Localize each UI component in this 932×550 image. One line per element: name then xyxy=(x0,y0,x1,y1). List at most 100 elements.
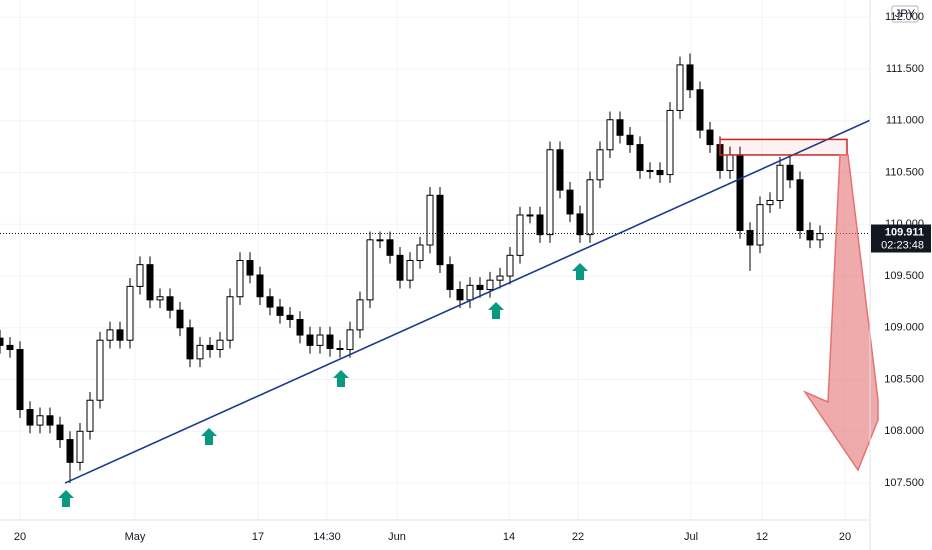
x-tick-label: Jul xyxy=(684,531,698,543)
candle-body xyxy=(226,296,234,341)
candle-body xyxy=(196,344,204,360)
candle-body xyxy=(776,164,784,201)
support-arrows xyxy=(58,263,588,507)
candle-body xyxy=(106,329,114,341)
down-arrow xyxy=(802,154,879,472)
y-tick-label: 109.000 xyxy=(884,322,924,334)
y-tick-label: 111.000 xyxy=(886,115,924,127)
candle-body xyxy=(126,285,134,341)
candle-body xyxy=(6,344,14,351)
candle-body xyxy=(366,239,374,301)
candle-body xyxy=(276,306,284,316)
candle-body xyxy=(346,329,354,351)
candle-body xyxy=(546,149,554,236)
candle-body xyxy=(706,129,714,146)
candle-body xyxy=(446,264,454,290)
candle-body xyxy=(756,204,764,246)
candle-body xyxy=(26,409,34,426)
candle-body xyxy=(316,334,324,346)
plot-area xyxy=(0,53,870,484)
x-tick-label: 14:30 xyxy=(313,531,341,543)
candle-body xyxy=(306,334,314,346)
candle-body xyxy=(256,274,264,298)
y-tick-label: 112.000 xyxy=(885,11,924,23)
up-arrow xyxy=(572,263,588,280)
candle-body xyxy=(236,260,244,298)
candle-body xyxy=(646,169,654,172)
candle-body xyxy=(786,164,794,181)
candle-body xyxy=(166,296,174,311)
currency-label: JPY xyxy=(895,8,916,20)
x-tick-label: 22 xyxy=(572,531,584,543)
x-tick-label: 14 xyxy=(503,531,515,543)
candle-body xyxy=(416,244,424,262)
up-arrow xyxy=(58,490,74,507)
candle-body xyxy=(686,64,694,91)
candle-body xyxy=(606,119,614,151)
candle-body xyxy=(486,279,494,290)
up-arrow xyxy=(201,428,217,445)
candle-body xyxy=(336,347,344,351)
candle-body xyxy=(56,424,64,441)
current-price-box xyxy=(871,224,931,253)
candle-body xyxy=(496,275,504,281)
candle-body xyxy=(576,213,584,236)
x-tick-label: 20 xyxy=(14,531,26,543)
candle-body xyxy=(516,214,524,256)
candle-body xyxy=(426,194,434,246)
candle-body xyxy=(66,439,74,463)
x-tick-label: Jun xyxy=(388,531,406,543)
candle-body xyxy=(616,119,624,136)
candle-body xyxy=(806,230,814,241)
candle-body xyxy=(766,199,774,206)
x-tick-label: 17 xyxy=(252,531,264,543)
candle-body xyxy=(186,327,194,360)
grid xyxy=(0,0,870,520)
candle-body xyxy=(216,339,224,351)
candle-body xyxy=(556,149,564,191)
currency-box xyxy=(891,5,919,23)
candle-body xyxy=(656,169,664,176)
candle-body xyxy=(86,399,94,432)
candle-body xyxy=(16,349,24,411)
y-tick-label: 111.500 xyxy=(886,63,924,75)
y-tick-label: 108.500 xyxy=(884,373,924,385)
candle-body xyxy=(816,233,824,241)
y-tick-label: 109.500 xyxy=(884,270,924,282)
candle-body xyxy=(176,309,184,329)
candle-body xyxy=(666,109,674,176)
candle-body xyxy=(436,194,444,266)
candle-body xyxy=(0,337,4,346)
x-tick-label: 20 xyxy=(839,531,851,543)
trendline xyxy=(64,119,870,484)
candle-body xyxy=(456,288,464,301)
resistance-zone xyxy=(719,138,848,156)
candle-body xyxy=(386,239,394,256)
candle-body xyxy=(76,430,84,463)
candle-body xyxy=(636,144,644,171)
candle-body xyxy=(46,415,54,426)
y-tick-label: 107.500 xyxy=(884,477,924,489)
candle-body xyxy=(536,214,544,236)
candle-body xyxy=(526,214,534,217)
candle-body xyxy=(406,260,414,281)
candle-body xyxy=(156,296,164,301)
candle-body xyxy=(696,89,704,131)
candle-body xyxy=(326,334,334,349)
x-tick-label: May xyxy=(125,531,146,543)
candle-body xyxy=(586,179,594,236)
candle-body xyxy=(376,239,384,242)
up-arrow xyxy=(488,302,504,319)
candle-body xyxy=(726,154,734,171)
candle-body xyxy=(36,415,44,426)
candle-body xyxy=(356,299,364,331)
candle-body xyxy=(206,344,214,351)
candle-body xyxy=(476,284,484,290)
candle-body xyxy=(296,319,304,336)
countdown-label: 02:23:48 xyxy=(881,239,924,251)
candle-body xyxy=(596,149,604,181)
up-arrow xyxy=(333,370,349,387)
x-tick-label: 12 xyxy=(756,531,768,543)
candle-body xyxy=(506,254,514,277)
